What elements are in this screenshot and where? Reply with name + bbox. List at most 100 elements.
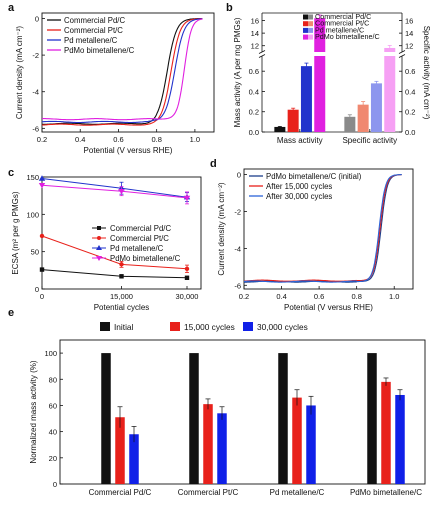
- data-point: [119, 274, 124, 279]
- x-category-label: Specific activity: [342, 136, 397, 145]
- y-tick-label: 0: [53, 480, 57, 489]
- series-line: [41, 18, 203, 121]
- legend-swatch-light: [308, 21, 313, 27]
- x-tick-label: 0.2: [37, 135, 47, 144]
- legend-label: After 15,000 cycles: [266, 182, 332, 191]
- y-tick-label: 50: [31, 248, 39, 257]
- legend-swatch-light: [308, 27, 313, 33]
- legend-label: Commercial Pt/C: [110, 234, 169, 243]
- y-axis-label: Current density (mA cm⁻²): [217, 182, 226, 275]
- y-axis-label: Normalized mass activity (%): [29, 360, 38, 463]
- panel-b: 0.0 0.0 0.2 0.2 0.4 0.4 0.6 0.6 12 12 14 14 16 16 Mass…: [233, 12, 431, 145]
- series-line: [42, 17, 203, 125]
- legend-label: 15,000 cycles: [184, 322, 235, 332]
- y-tick-label-right: 12: [405, 42, 413, 51]
- x-axis-label: Potential cycles: [94, 303, 150, 312]
- axis-break-mark: [398, 54, 406, 58]
- legend-label: After 30,000 cycles: [266, 192, 332, 201]
- series-line: [41, 178, 188, 198]
- legend-label: PdMo bimetallene/C: [110, 254, 181, 263]
- y-tick-label: -2: [234, 207, 241, 216]
- x-tick-label: 0.6: [113, 135, 123, 144]
- legend-label: PdMo bimetallene/C: [315, 32, 380, 41]
- x-tick-label: 0.2: [239, 292, 249, 301]
- axis-break-mark: [258, 50, 266, 54]
- y-tick-label: 80: [49, 375, 57, 384]
- legend-label: PdMo bimetallene/C: [64, 46, 135, 55]
- x-tick-label: 0.4: [75, 135, 85, 144]
- y-tick-label-right: 16: [405, 17, 413, 26]
- x-category-label: Commercial Pt/C: [178, 488, 239, 497]
- y-tick-label: 40: [49, 428, 57, 437]
- y-tick-label-right: 0.4: [405, 87, 415, 96]
- series-line: [244, 174, 402, 283]
- bar-lower: [314, 56, 326, 132]
- y-tick-label: -4: [234, 244, 241, 253]
- y-tick-label: 16: [251, 17, 259, 26]
- legend-label: Pd metallene/C: [315, 25, 364, 34]
- bar: [357, 104, 369, 132]
- data-point: [38, 183, 46, 189]
- bar: [274, 126, 286, 132]
- x-tick-label: 15,000: [110, 292, 133, 301]
- legend-swatch: [303, 21, 308, 27]
- data-point: [38, 175, 46, 181]
- x-category-label: Mass activity: [277, 136, 323, 145]
- data-point: [118, 188, 125, 195]
- data-point: [119, 262, 124, 267]
- panel-label-c: c: [8, 167, 14, 179]
- x-category-label: Pd metallene/C: [270, 488, 325, 497]
- bar: [314, 18, 326, 52]
- data-point: [183, 195, 191, 202]
- x-tick-label: 0.4: [276, 292, 286, 301]
- y-tick-label: 60: [49, 401, 57, 410]
- y-tick-label: 0.6: [249, 67, 259, 76]
- y-axis-label-right: Specific activity (mA cm⁻²): [422, 26, 431, 120]
- series-line: [244, 174, 402, 282]
- x-tick-label: 0.8: [151, 135, 161, 144]
- data-point: [184, 275, 190, 280]
- series-line: [244, 174, 402, 283]
- y-tick-label: 0: [237, 171, 241, 180]
- plot-frame: [59, 339, 426, 485]
- bar: [292, 397, 302, 484]
- bar: [129, 434, 139, 484]
- bar: [381, 381, 391, 484]
- y-tick-label: -6: [32, 124, 39, 133]
- legend-label: PdMo bimetallene/C (initial): [266, 172, 362, 181]
- x-axis-label: Potential (V versus RHE): [284, 303, 373, 312]
- y-axis-label: Mass activity (A per mg PMGs): [233, 17, 242, 127]
- x-tick-label: 0.8: [351, 292, 361, 301]
- legend-swatch: [303, 14, 308, 20]
- panel-label-b: b: [226, 2, 233, 14]
- data-point: [39, 233, 45, 239]
- axis-break-mark: [398, 50, 406, 54]
- legend-label: Pd metallene/C: [110, 244, 164, 253]
- x-tick-label: 0.6: [314, 292, 324, 301]
- x-tick-label: 1.0: [190, 135, 200, 144]
- series-line: [41, 18, 203, 124]
- bar: [115, 417, 125, 484]
- x-category-label: PdMo bimetallene/C: [350, 488, 422, 497]
- axis-break-mark: [258, 54, 266, 58]
- x-tick-label: 1.0: [389, 292, 399, 301]
- legend-label: Commercial Pd/C: [315, 12, 371, 21]
- legend-marker: [96, 256, 102, 261]
- y-tick-label-right: 14: [405, 29, 413, 38]
- y-tick-label: 150: [26, 173, 39, 182]
- plot-frame: [41, 12, 215, 133]
- legend-swatch: [170, 322, 180, 331]
- legend-swatch: [303, 34, 308, 40]
- bar: [203, 404, 213, 484]
- data-point: [184, 266, 190, 272]
- legend-marker: [97, 226, 101, 230]
- y-tick-label: 20: [49, 454, 57, 463]
- legend-label: Commercial Pd/C: [64, 16, 125, 25]
- y-tick-label: 0: [35, 14, 39, 23]
- bar: [300, 66, 312, 132]
- y-tick-label: 12: [251, 42, 259, 51]
- y-tick-label: -4: [32, 88, 39, 97]
- legend-swatch-light: [308, 34, 313, 40]
- bar: [344, 116, 356, 132]
- y-axis-label: ECSA (m² per g PMGs): [11, 191, 20, 274]
